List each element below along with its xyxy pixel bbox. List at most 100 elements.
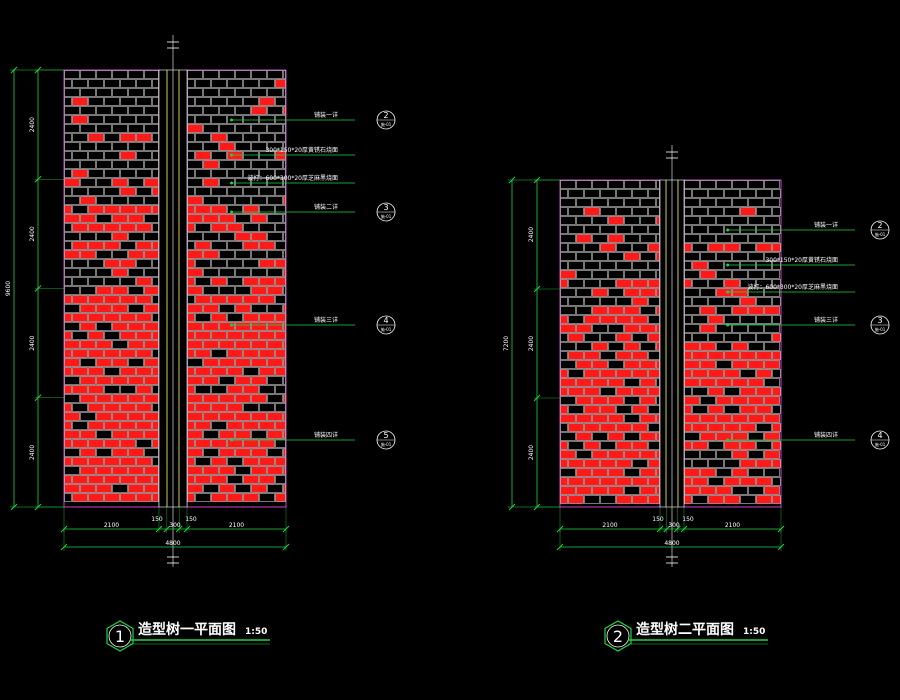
red-paver (700, 378, 716, 387)
grey-paver (283, 250, 286, 259)
red-paver (144, 394, 159, 403)
grey-paver (112, 484, 128, 493)
red-paver (656, 216, 660, 225)
red-paver (724, 279, 740, 288)
grey-paver (235, 250, 251, 259)
red-paver (235, 448, 251, 457)
grey-paver (608, 360, 624, 369)
grey-paver (152, 457, 159, 466)
red-paver (136, 205, 152, 214)
grey-paver (692, 315, 708, 324)
drawing-scale: 1:50 (245, 627, 267, 637)
callout-text: 波打：600*300*20厚芝麻黑烧面 (247, 174, 338, 182)
grey-paver (684, 225, 692, 234)
balloon-ref-number: 3 (877, 316, 882, 325)
grey-paver (96, 232, 112, 241)
red-paver (128, 412, 144, 421)
red-paver (187, 376, 203, 385)
red-paver (283, 466, 286, 475)
red-paver (112, 358, 128, 367)
red-paver (211, 295, 227, 304)
grey-paver (136, 259, 152, 268)
grey-paver (692, 387, 708, 396)
red-paver (64, 205, 72, 214)
red-paver (88, 367, 104, 376)
grey-paver (211, 259, 227, 268)
grey-paver (144, 88, 159, 97)
red-paver (235, 304, 251, 313)
red-paver (656, 360, 660, 369)
overall-width-label: 4800 (664, 540, 679, 547)
red-paver (560, 459, 568, 468)
grey-paver (275, 403, 286, 412)
red-paver (764, 450, 780, 459)
red-paver (700, 342, 716, 351)
callout-text: 铺装一详 (814, 221, 838, 229)
grey-paver (203, 88, 219, 97)
red-paver (152, 187, 159, 196)
grey-paver (243, 133, 259, 142)
red-paver (608, 306, 624, 315)
red-paver (96, 304, 112, 313)
grey-paver (740, 243, 756, 252)
grey-paver (96, 430, 112, 439)
red-paver (227, 385, 243, 394)
red-paver (656, 324, 660, 333)
red-paver (136, 403, 152, 412)
red-paver (624, 360, 640, 369)
drawing-title: 造型树二平面图 (636, 621, 734, 638)
red-paver (64, 430, 80, 439)
grey-paver (243, 79, 259, 88)
red-paver (576, 378, 592, 387)
red-paver (632, 387, 648, 396)
grey-paver (592, 324, 608, 333)
red-paver (235, 412, 251, 421)
grey-paver (708, 297, 724, 306)
red-paver (740, 297, 756, 306)
grey-paver (283, 232, 286, 241)
grey-paver (112, 250, 128, 259)
grey-paver (740, 495, 756, 504)
grey-paver (251, 178, 267, 187)
grey-paver (136, 439, 152, 448)
red-paver (251, 214, 267, 223)
red-paver (692, 351, 708, 360)
red-paver (259, 475, 275, 484)
grey-paver (152, 349, 159, 358)
grey-paver (716, 468, 732, 477)
red-paver (235, 394, 251, 403)
balloon-ref-number: 5 (383, 431, 388, 440)
red-paver (700, 324, 716, 333)
grey-paver (560, 360, 576, 369)
grey-paver (756, 441, 772, 450)
red-paver (648, 387, 660, 396)
red-paver (648, 495, 660, 504)
red-paver (632, 477, 648, 486)
grey-paver (195, 115, 211, 124)
balloon-sheet-ref: 施-01 (381, 121, 392, 127)
grey-paver (692, 297, 708, 306)
red-paver (80, 304, 96, 313)
red-paver (648, 279, 660, 288)
red-paver (616, 441, 632, 450)
grey-paver (608, 324, 624, 333)
red-paver (756, 477, 772, 486)
red-paver (708, 495, 724, 504)
red-paver (64, 331, 72, 340)
grey-paver (568, 297, 584, 306)
red-paver (656, 342, 660, 351)
red-paver (732, 360, 748, 369)
grey-paver (724, 189, 740, 198)
grey-paver (275, 115, 286, 124)
red-paver (700, 306, 716, 315)
red-paver (640, 288, 656, 297)
red-paver (227, 421, 243, 430)
grey-paver (584, 189, 600, 198)
red-paver (259, 367, 275, 376)
red-paver (568, 477, 584, 486)
red-paver (243, 313, 259, 322)
grey-paver (267, 142, 283, 151)
red-paver (692, 369, 708, 378)
red-paver (648, 369, 660, 378)
grey-paver (88, 277, 104, 286)
